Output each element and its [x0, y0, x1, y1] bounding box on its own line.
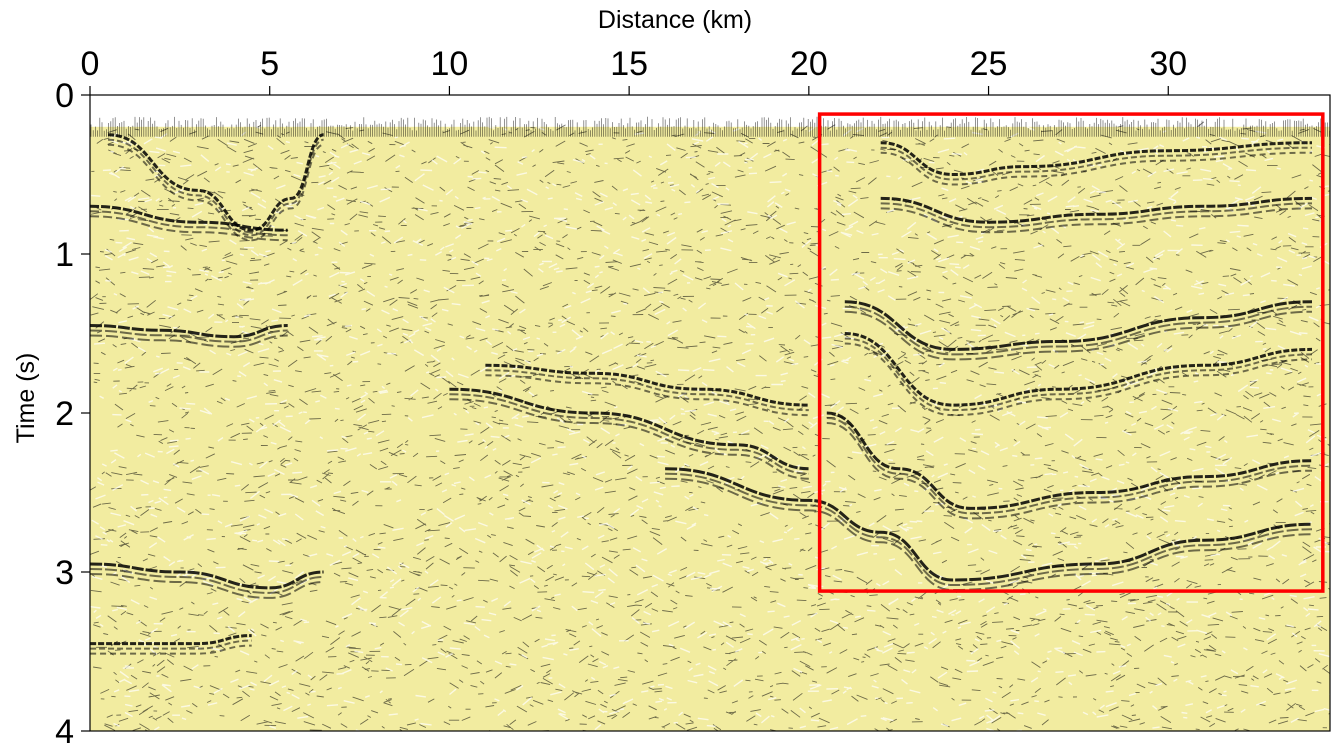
x-axis-title: Distance (km) — [598, 6, 752, 34]
reflector-right-mid — [844, 300, 1313, 361]
reflector-event — [880, 202, 1313, 229]
reflector-left-deepest — [90, 634, 252, 655]
reflector-right-shallow — [880, 196, 1313, 234]
reflector-event — [844, 300, 1313, 351]
highlight-box — [817, 112, 1325, 593]
reflector-event — [90, 210, 288, 237]
y-axis: 0 1 2 3 4 — [55, 77, 90, 747]
annotation-layer — [817, 112, 1325, 593]
reflector-event — [880, 196, 1313, 224]
reflector-apex-left — [107, 133, 325, 242]
reflector-event — [880, 141, 1313, 177]
reflector-event — [826, 411, 1313, 510]
reflector-event — [665, 472, 1313, 587]
y-tick-label: 1 — [55, 236, 74, 274]
reflector-event — [880, 146, 1313, 181]
reflector-event — [107, 143, 324, 242]
x-tick-label: 5 — [260, 45, 279, 83]
reflector-event — [90, 634, 252, 646]
x-tick-label: 30 — [1149, 45, 1187, 83]
reflector-event — [485, 369, 809, 412]
x-tick-label: 15 — [610, 45, 648, 83]
x-tick-label: 0 — [81, 45, 100, 83]
x-tick-label: 10 — [431, 45, 469, 83]
first-arrival-fringe — [90, 116, 1330, 137]
reflector-event — [449, 387, 809, 471]
reflector-event — [90, 639, 252, 650]
y-tick-label: 0 — [55, 77, 74, 115]
reflector-event — [485, 374, 809, 417]
reflector-event — [826, 417, 1313, 515]
seismic-section — [90, 95, 1330, 731]
x-axis: 0 5 10 15 20 25 30 — [81, 45, 1187, 95]
reflector-event — [107, 133, 325, 232]
pre-arrival-zone — [90, 95, 1330, 127]
reflector-right-deep — [826, 411, 1313, 520]
reflector-basin-upper — [485, 363, 809, 417]
reflector-left-shallow — [90, 204, 288, 242]
reflector-event — [90, 329, 288, 343]
x-tick-label: 25 — [970, 45, 1008, 83]
reflector-event — [449, 398, 809, 480]
reflector-event — [90, 573, 324, 599]
x-tick-label: 20 — [790, 45, 828, 83]
reflector-event — [880, 151, 1313, 186]
reflector-event — [826, 422, 1313, 520]
reflector-event — [107, 138, 324, 237]
reflector-event — [880, 207, 1313, 234]
reflector-event — [90, 562, 324, 590]
reflector-event — [665, 467, 1313, 582]
reflector-event — [90, 324, 288, 339]
reflector-event — [90, 215, 288, 242]
y-tick-label: 3 — [55, 554, 74, 592]
reflector-left-deep — [90, 562, 324, 599]
reflector-event — [485, 363, 809, 407]
reflector-event — [844, 342, 1313, 417]
y-tick-label: 4 — [55, 713, 74, 747]
reflector-event — [844, 305, 1313, 356]
reflector-event — [665, 477, 1313, 592]
reflector-right-upper — [880, 141, 1313, 186]
reflector-event — [90, 644, 252, 655]
reflector-event — [449, 393, 809, 475]
reflector-event — [844, 337, 1313, 412]
reflector-event — [90, 334, 288, 348]
reflector-basin-dip — [449, 387, 809, 480]
y-axis-title: Time (s) — [12, 353, 40, 444]
reflector-event — [844, 332, 1313, 407]
y-tick-label: 2 — [55, 395, 74, 433]
reflector-event — [90, 204, 288, 232]
reflector-basin-deep — [665, 467, 1313, 592]
reflector-right-mid2 — [844, 332, 1313, 417]
reflector-event — [844, 310, 1313, 361]
reflector-event — [90, 568, 324, 594]
reflector-left-mid — [90, 324, 288, 348]
